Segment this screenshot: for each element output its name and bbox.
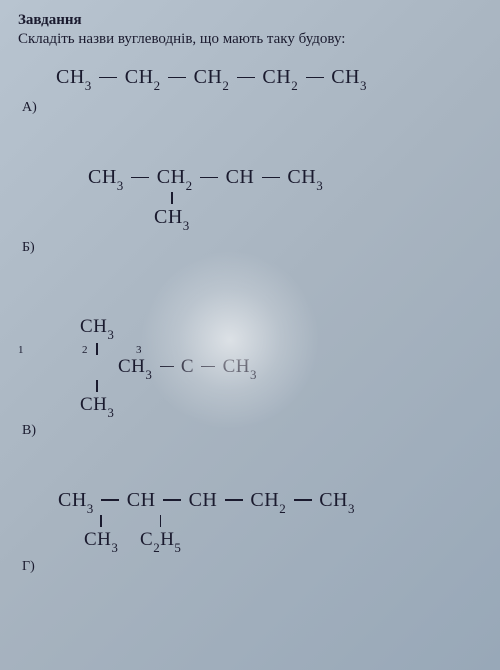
structure-b: CH3 CH2 CH CH3 CH3 Б) [18, 166, 482, 256]
sub: 3 [183, 218, 190, 233]
bond-icon [306, 77, 324, 79]
ch2-group: CH [194, 66, 223, 88]
bond-icon [160, 366, 174, 368]
task-header-bold: Завдання [18, 12, 482, 29]
sub: 3 [360, 78, 367, 93]
carbon-num-1: 1 [18, 344, 24, 356]
ch3-group: CH [287, 166, 316, 188]
branch-v-ch3-down: CH3 [80, 378, 114, 419]
ch3-group: CH [319, 489, 348, 511]
vbond-icon [96, 343, 98, 355]
formula-b-chain: CH3 CH2 CH CH3 [88, 166, 323, 188]
sub: 2 [279, 501, 286, 516]
bond-icon [163, 499, 181, 501]
sub: 3 [107, 405, 114, 420]
ch3-group: CH [58, 489, 87, 511]
c-group: C [140, 529, 153, 550]
sub: 2 [154, 78, 161, 93]
ch2-group: CH [262, 66, 291, 88]
carbon-num-3: 3 [136, 344, 142, 356]
ch3-group: CH [118, 356, 145, 377]
ch3-group: CH [88, 166, 117, 188]
bond-icon [225, 499, 243, 501]
vbond-icon [100, 515, 102, 527]
c-group: C [181, 356, 194, 377]
bond-icon [168, 77, 186, 79]
ch3-group: CH [80, 394, 107, 415]
sub: 3 [250, 367, 257, 382]
vbond-icon [96, 380, 98, 392]
branch-b-ch3: CH3 [154, 190, 190, 232]
formula-a-chain: CH3 CH2 CH2 CH2 CH3 [56, 66, 367, 88]
bond-icon [237, 77, 255, 79]
bond-icon [200, 177, 218, 179]
ch-group: CH [127, 489, 156, 511]
sub: 3 [117, 178, 124, 193]
vbond-icon [160, 515, 162, 527]
ch2-group: CH [250, 489, 279, 511]
sub: 2 [222, 78, 229, 93]
sub: 5 [174, 540, 181, 555]
sub: 3 [348, 501, 355, 516]
ch2-group: CH [125, 66, 154, 88]
branch-g-c2h5: C2H5 [140, 513, 181, 554]
bond-icon [131, 177, 149, 179]
carbon-num-2: 2 [82, 344, 88, 356]
sub: 3 [85, 78, 92, 93]
bond-icon [101, 499, 119, 501]
ch2-group: CH [157, 166, 186, 188]
formula-g-chain: CH3 CH CH CH2 CH3 [58, 489, 355, 511]
structure-g: CH3 CH CH CH2 CH3 CH3 C2H5 Г) [18, 489, 482, 575]
formula-v-chain: CH3 C CH3 [118, 356, 257, 377]
ch3-group: CH [223, 356, 250, 377]
vbond-icon [171, 192, 173, 204]
branch-g-ch3: CH3 [84, 513, 118, 554]
task-instruction: Складіть назви вуглеводнів, що мають так… [18, 31, 482, 48]
sub: 2 [153, 540, 160, 555]
structure-v: CH3 1 2 3 CH3 C CH3 CH3 В) [18, 316, 482, 439]
sub: 3 [111, 540, 118, 555]
sub: 3 [107, 327, 114, 342]
sub: 3 [316, 178, 323, 193]
sub: 2 [291, 78, 298, 93]
bond-icon [262, 177, 280, 179]
ch3-group: CH [56, 66, 85, 88]
ch3-group: CH [331, 66, 360, 88]
bond-icon [99, 77, 117, 79]
label-a: А) [18, 100, 482, 116]
sub: 3 [145, 367, 152, 382]
ch-group: CH [226, 166, 255, 188]
ch3-group: CH [154, 206, 183, 228]
label-v: В) [18, 423, 482, 439]
ch3-group: CH [84, 529, 111, 550]
label-g: Г) [18, 559, 482, 575]
label-b: Б) [18, 240, 482, 256]
ch3-group: CH [80, 316, 107, 337]
structure-a: CH3 CH2 CH2 CH2 CH3 А) [18, 66, 482, 116]
ch-group: CH [189, 489, 218, 511]
bond-icon [294, 499, 312, 501]
bond-icon [201, 366, 215, 368]
